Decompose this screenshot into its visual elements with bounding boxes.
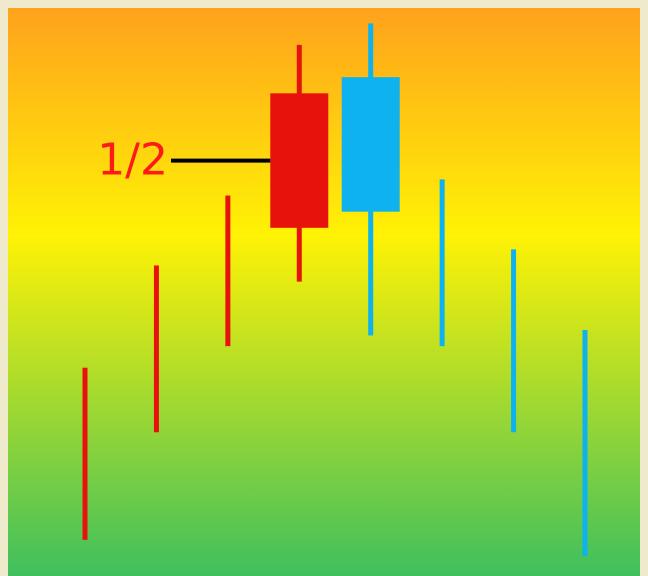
candle-6-wick <box>439 179 445 347</box>
candle-2-bearish <box>153 265 159 433</box>
candle-8-bullish <box>582 330 588 556</box>
candle-4-body <box>270 93 329 228</box>
candle-8-wick <box>582 330 588 556</box>
annotation-layer: 1/2 <box>97 135 271 186</box>
annotation-label: 1/2 <box>97 135 168 186</box>
candle-3-bearish <box>225 195 231 347</box>
candle-6-bullish <box>439 179 445 347</box>
candle-2-wick <box>153 265 159 433</box>
chart-frame: 1/2 <box>8 8 640 576</box>
candle-3-wick <box>225 195 231 347</box>
candle-1-bearish <box>82 367 88 540</box>
candle-7-wick <box>511 249 517 433</box>
candle-5-body <box>341 77 400 212</box>
candlestick-chart: 1/2 <box>8 8 640 576</box>
candle-7-bullish <box>511 249 517 433</box>
candle-4-bearish <box>270 44 329 282</box>
candle-1-wick <box>82 367 88 540</box>
candles-layer <box>82 23 588 556</box>
chart-background <box>8 8 640 576</box>
candle-5-bullish <box>341 23 400 336</box>
